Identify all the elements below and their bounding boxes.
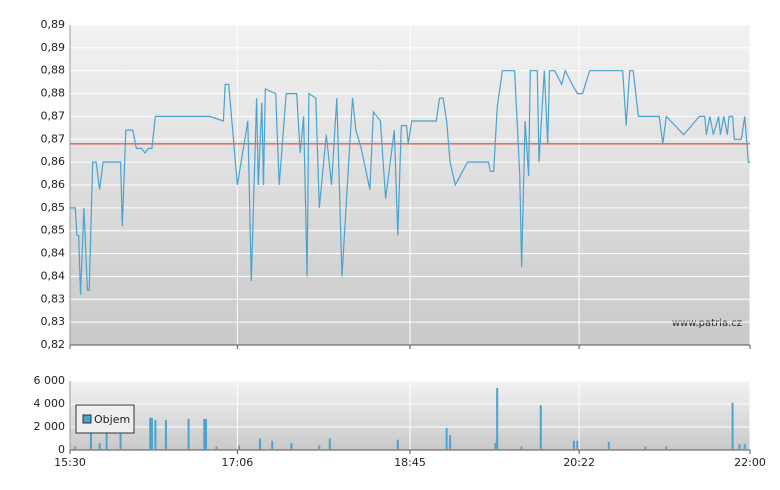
volume-bar	[445, 428, 448, 450]
price-line	[70, 69, 750, 295]
x-tick-label: 17:06	[222, 456, 254, 469]
volume-bar	[607, 441, 610, 450]
y-tick-label: 0,86	[41, 155, 66, 168]
y-tick-label: 0,84	[41, 247, 66, 260]
volume-bar	[318, 445, 321, 450]
y-tick-label: 0,87	[41, 109, 66, 122]
watermark: www.patria.cz	[672, 318, 742, 329]
volume-bar	[520, 446, 523, 450]
y-tick-label: 0,83	[41, 315, 66, 328]
volume-bar	[154, 420, 157, 450]
y-tick-label: 4 000	[34, 397, 66, 410]
y-tick-label: 6 000	[34, 374, 66, 387]
volume-bar	[149, 417, 152, 450]
volume-bar	[164, 420, 167, 450]
volume-bar	[576, 440, 579, 450]
y-tick-label: 0	[58, 443, 65, 456]
volume-bar	[74, 446, 77, 450]
x-tick-label: 20:22	[563, 456, 595, 469]
legend-swatch	[82, 414, 92, 424]
volume-bar	[644, 446, 647, 450]
y-tick-label: 0,88	[41, 87, 66, 100]
y-tick-label: 0,85	[41, 201, 66, 214]
volume-bar	[98, 443, 101, 450]
volume-bar	[290, 443, 293, 450]
volume-bar	[259, 438, 262, 450]
y-tick-label: 0,84	[41, 269, 66, 282]
y-tick-label: 0,89	[41, 18, 66, 31]
volume-bar	[738, 444, 741, 450]
volume-bar	[215, 446, 218, 450]
volume-bar	[572, 440, 575, 450]
volume-bar	[396, 439, 399, 450]
volume-bar	[496, 387, 499, 450]
volume-bar	[205, 418, 207, 450]
y-tick-label: 0,87	[41, 132, 66, 145]
volume-bar	[238, 445, 241, 450]
volume-bar	[494, 443, 497, 450]
volume-bar	[328, 438, 331, 450]
volume-bar	[271, 440, 274, 450]
y-tick-label: 0,83	[41, 292, 66, 305]
x-tick-label: 15:30	[54, 456, 86, 469]
y-tick-label: 0,88	[41, 64, 66, 77]
volume-bar	[89, 427, 92, 450]
volume-bar	[665, 446, 668, 450]
volume-bar	[203, 418, 206, 450]
x-tick-label: 22:00	[734, 456, 766, 469]
y-tick-label: 2 000	[34, 420, 66, 433]
volume-bar	[150, 417, 153, 450]
volume-bar	[731, 402, 734, 450]
y-tick-label: 0,89	[41, 41, 66, 54]
volume-bar	[449, 435, 452, 450]
y-tick-label: 0,82	[41, 338, 66, 351]
volume-bar	[119, 428, 122, 450]
y-tick-label: 0,86	[41, 178, 66, 191]
y-tick-label: 0,85	[41, 224, 66, 237]
legend: Objem	[75, 404, 135, 434]
x-tick-label: 18:45	[394, 456, 426, 469]
volume-bar	[105, 432, 108, 450]
legend-label: Objem	[94, 413, 130, 426]
volume-bar	[187, 418, 190, 450]
volume-bar	[539, 405, 542, 450]
volume-bar	[743, 444, 746, 450]
